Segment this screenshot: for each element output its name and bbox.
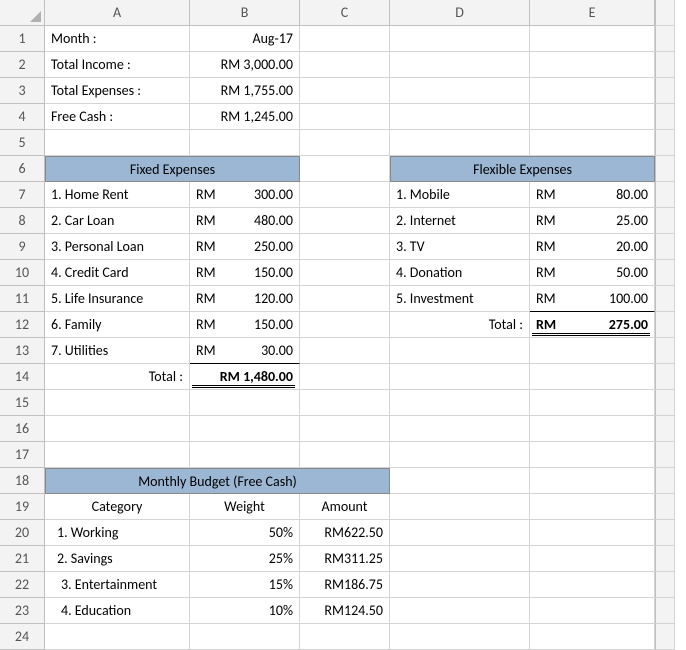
row-header[interactable]: 5 xyxy=(0,130,45,156)
row-header[interactable]: 24 xyxy=(0,624,45,650)
row-header[interactable]: 17 xyxy=(0,442,45,468)
flex-amt[interactable]: RM80.00 xyxy=(530,182,655,208)
fixed-total-label[interactable]: Total : xyxy=(45,364,190,390)
row-header[interactable]: 18 xyxy=(0,468,45,494)
row-header[interactable]: 22 xyxy=(0,572,45,598)
row-header[interactable]: 21 xyxy=(0,546,45,572)
budget-item[interactable]: 1. Working xyxy=(45,520,190,546)
row-header[interactable]: 7 xyxy=(0,182,45,208)
row-header[interactable]: 15 xyxy=(0,390,45,416)
fixed-expenses-header[interactable]: Fixed Expenses xyxy=(45,156,300,182)
budget-item[interactable]: 4. Education xyxy=(45,598,190,624)
flex-item[interactable]: 4. Donation xyxy=(390,260,530,286)
budget-item[interactable]: 3. Entertainment xyxy=(45,572,190,598)
cell-A4[interactable]: Free Cash : xyxy=(45,104,190,130)
cell-B3[interactable]: RM 1,755.00 xyxy=(190,78,300,104)
fixed-item[interactable]: 3. Personal Loan xyxy=(45,234,190,260)
col-header-C[interactable]: C xyxy=(300,0,390,26)
row-header[interactable]: 4 xyxy=(0,104,45,130)
row-header[interactable]: 12 xyxy=(0,312,45,338)
row-header[interactable]: 16 xyxy=(0,416,45,442)
cell-E1[interactable] xyxy=(530,26,655,52)
flex-item[interactable]: 2. Internet xyxy=(390,208,530,234)
row-header[interactable]: 13 xyxy=(0,338,45,364)
flex-item[interactable]: 1. Mobile xyxy=(390,182,530,208)
row-header[interactable]: 6 xyxy=(0,156,45,182)
spreadsheet-grid[interactable]: A B C D E 1 Month : Aug-17 2 Total Incom… xyxy=(0,0,686,650)
flex-item[interactable]: 5. Investment xyxy=(390,286,530,312)
fixed-item[interactable]: 2. Car Loan xyxy=(45,208,190,234)
cell-C1[interactable] xyxy=(300,26,390,52)
fixed-item[interactable]: 5. Life Insurance xyxy=(45,286,190,312)
col-header-B[interactable]: B xyxy=(190,0,300,26)
row-header[interactable]: 3 xyxy=(0,78,45,104)
fixed-amt[interactable]: RM300.00 xyxy=(190,182,300,208)
row-header[interactable]: 23 xyxy=(0,598,45,624)
budget-col-category[interactable]: Category xyxy=(45,494,190,520)
row-header[interactable]: 19 xyxy=(0,494,45,520)
row-header[interactable]: 20 xyxy=(0,520,45,546)
cell-A3[interactable]: Total Expenses : xyxy=(45,78,190,104)
cell-A1[interactable]: Month : xyxy=(45,26,190,52)
cell-B2[interactable]: RM 3,000.00 xyxy=(190,52,300,78)
budget-col-amount[interactable]: Amount xyxy=(300,494,390,520)
cell-B1[interactable]: Aug-17 xyxy=(190,26,300,52)
col-header-tail xyxy=(655,0,675,26)
fixed-item[interactable]: 1. Home Rent xyxy=(45,182,190,208)
col-header-E[interactable]: E xyxy=(530,0,655,26)
fixed-total-value[interactable]: RM 1,480.00 xyxy=(190,364,300,390)
budget-col-weight[interactable]: Weight xyxy=(190,494,300,520)
fixed-item[interactable]: 7. Utilities xyxy=(45,338,190,364)
flex-total-value[interactable]: RM275.00 xyxy=(530,312,655,338)
col-header-A[interactable]: A xyxy=(45,0,190,26)
row-header[interactable]: 8 xyxy=(0,208,45,234)
row-header[interactable]: 1 xyxy=(0,26,45,52)
fixed-item[interactable]: 4. Credit Card xyxy=(45,260,190,286)
row-header[interactable]: 14 xyxy=(0,364,45,390)
budget-header[interactable]: Monthly Budget (Free Cash) xyxy=(45,468,390,494)
row-header[interactable]: 11 xyxy=(0,286,45,312)
cell-D1[interactable] xyxy=(390,26,530,52)
flexible-expenses-header[interactable]: Flexible Expenses xyxy=(390,156,655,182)
row-header[interactable]: 9 xyxy=(0,234,45,260)
flex-item[interactable]: 3. TV xyxy=(390,234,530,260)
col-header-D[interactable]: D xyxy=(390,0,530,26)
cell-B4[interactable]: RM 1,245.00 xyxy=(190,104,300,130)
budget-item[interactable]: 2. Savings xyxy=(45,546,190,572)
select-all-corner[interactable] xyxy=(0,0,45,26)
row-header[interactable]: 10 xyxy=(0,260,45,286)
flex-total-label[interactable]: Total : xyxy=(390,312,530,338)
cell-A2[interactable]: Total Income : xyxy=(45,52,190,78)
fixed-item[interactable]: 6. Family xyxy=(45,312,190,338)
row-header[interactable]: 2 xyxy=(0,52,45,78)
